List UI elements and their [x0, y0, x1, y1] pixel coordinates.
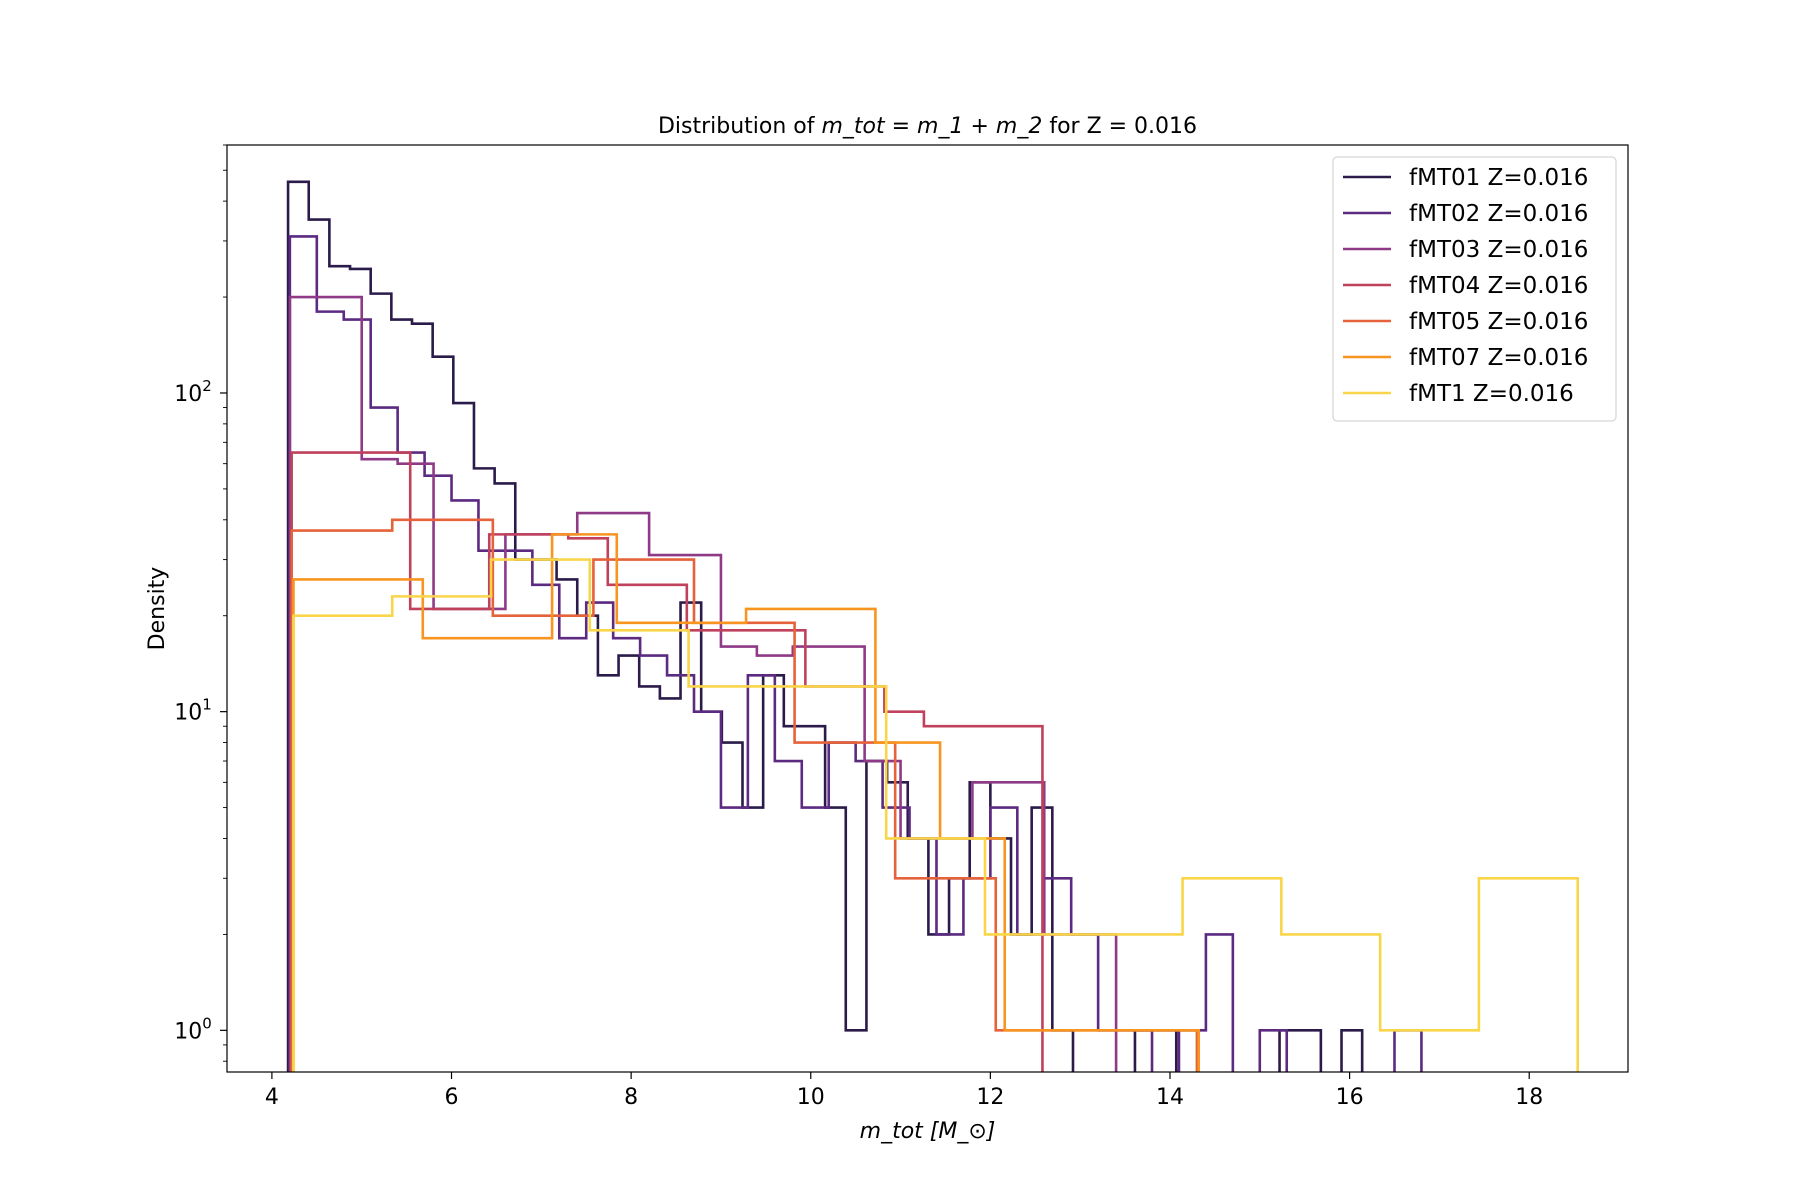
x-tick-label: 16: [1336, 1085, 1364, 1110]
y-tick-label: 102: [174, 377, 212, 407]
series-fmt03-histogram: [288, 295, 1118, 1072]
series-fmt01-histogram: [286, 180, 1364, 1072]
plot-frame: [226, 144, 1629, 1073]
series-fmt04-histogram: [290, 451, 1044, 1072]
legend: fMT01 Z=0.016 fMT02 Z=0.016 fMT03 Z=0.016 f…: [1332, 156, 1617, 422]
x-tick-label: 12: [976, 1085, 1004, 1110]
x-tick-label: 14: [1156, 1085, 1184, 1110]
chart-title-prefix: Distribution of: [658, 114, 822, 139]
legend-box: [1332, 156, 1617, 422]
x-tick-label: 6: [445, 1085, 459, 1110]
legend-label-fmt03: fMT03 Z=0.016: [1409, 237, 1588, 263]
x-axis-label: m_tot [M_⊙]: [860, 1119, 996, 1144]
x-tick-label: 4: [265, 1085, 279, 1110]
series-fmt1-histogram: [292, 558, 1580, 1072]
y-axis-ticks: 100 101 102: [174, 144, 227, 1062]
chart-title-math: m_tot = m_1 + m_2: [821, 114, 1042, 139]
legend-label-fmt01: fMT01 Z=0.016: [1409, 165, 1588, 191]
legend-label-fmt07: fMT07 Z=0.016: [1409, 345, 1588, 371]
series-fmt02-histogram: [288, 235, 1423, 1072]
y-tick-label: 101: [174, 696, 212, 726]
x-axis-ticks: 4 6 8 10 12 14 16 18: [265, 1072, 1543, 1110]
series-layer: [286, 180, 1580, 1072]
legend-label-fmt1: fMT1 Z=0.016: [1409, 381, 1574, 407]
y-tick-label: 100: [174, 1014, 212, 1044]
y-axis-label: Density: [145, 567, 170, 651]
series-fmt05-histogram: [290, 518, 1199, 1072]
chart-title: Distribution of m_tot = m_1 + m_2 for Z …: [658, 114, 1197, 139]
x-tick-label: 8: [624, 1085, 638, 1110]
series-fmt07-histogram: [292, 533, 1201, 1072]
chart-title-suffix: for Z = 0.016: [1042, 114, 1197, 139]
legend-label-fmt04: fMT04 Z=0.016: [1409, 273, 1588, 299]
x-tick-label: 10: [797, 1085, 825, 1110]
legend-label-fmt02: fMT02 Z=0.016: [1409, 201, 1588, 227]
legend-label-fmt05: fMT05 Z=0.016: [1409, 309, 1588, 335]
x-tick-label: 18: [1515, 1085, 1543, 1110]
